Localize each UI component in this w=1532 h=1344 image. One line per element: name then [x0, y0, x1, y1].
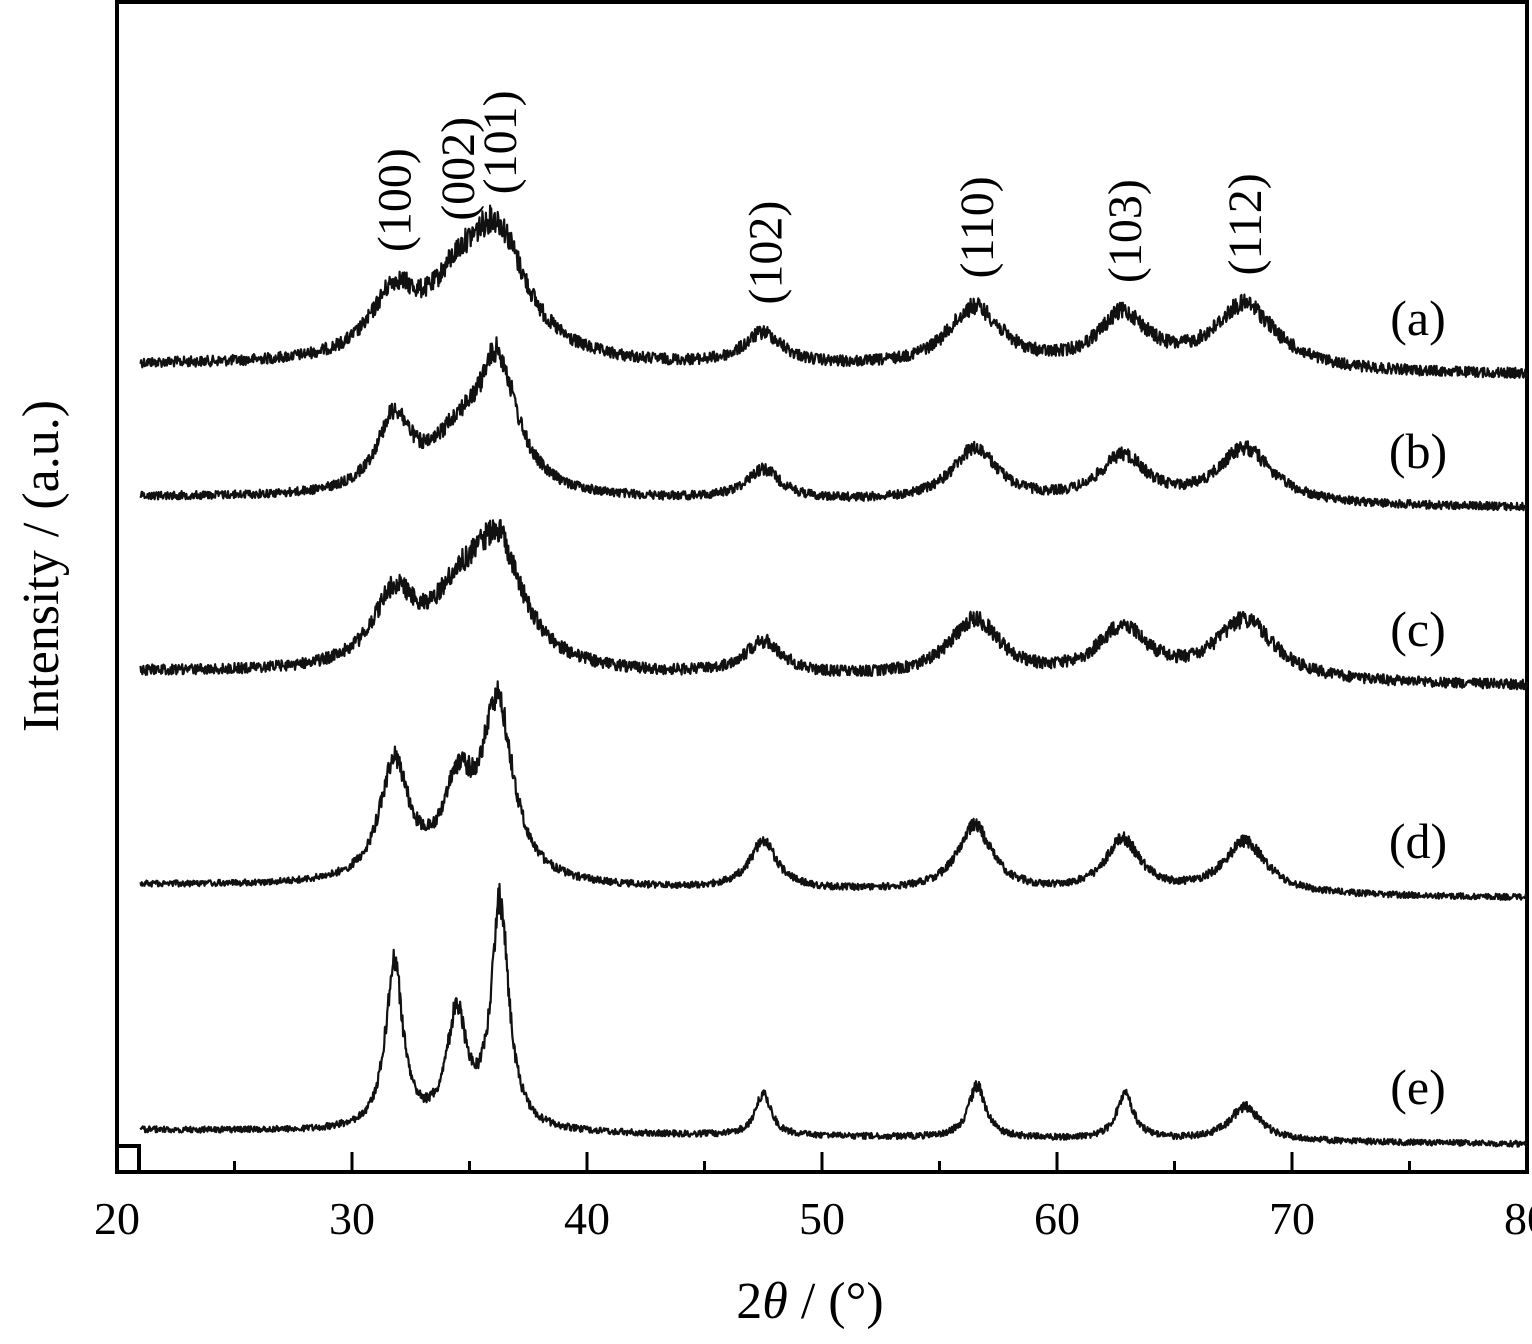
x-tick-label: 60: [1034, 1193, 1080, 1244]
x-tick-labels: 20 30 40 50 60 70 80: [94, 1193, 1532, 1244]
x-tick-label: 50: [799, 1193, 845, 1244]
series-line: [139, 204, 1529, 379]
series-line: [139, 680, 1529, 901]
peak-label: (102): [740, 201, 793, 305]
x-tick-label: 30: [329, 1193, 375, 1244]
peak-label: (002): [432, 117, 485, 221]
series-label: (c): [1390, 601, 1446, 657]
x-axis-ticks: [233, 1152, 1411, 1172]
y-axis-title: Intensity / (a.u.): [13, 400, 70, 732]
series-labels: (a) (b) (c) (d) (e): [1389, 290, 1447, 1115]
x-tick-label: 80: [1504, 1193, 1532, 1244]
x-tick-label: 20: [94, 1193, 140, 1244]
corner-mark: [115, 1144, 141, 1174]
series-line: [139, 518, 1529, 691]
peak-label: (100): [368, 148, 421, 252]
peak-label: (110): [951, 176, 1004, 278]
plot-frame: [115, 0, 1529, 1174]
x-tick-label: 40: [564, 1193, 610, 1244]
series-label: (e): [1390, 1059, 1446, 1115]
x-axis-title: 2θ / (°): [736, 1273, 883, 1330]
peak-label: (103): [1099, 179, 1152, 283]
series-label: (b): [1389, 423, 1447, 479]
peak-label: (112): [1219, 173, 1272, 275]
x-tick-label: 70: [1269, 1193, 1315, 1244]
peak-label: (101): [474, 90, 527, 194]
series-lines: [139, 204, 1529, 1148]
peak-labels: (100) (002)(101) (102) (110) (103) (112): [368, 90, 1272, 304]
series-line: [139, 882, 1528, 1148]
series-label: (d): [1389, 813, 1447, 869]
series-label: (a): [1390, 290, 1446, 346]
series-line: [139, 336, 1528, 512]
